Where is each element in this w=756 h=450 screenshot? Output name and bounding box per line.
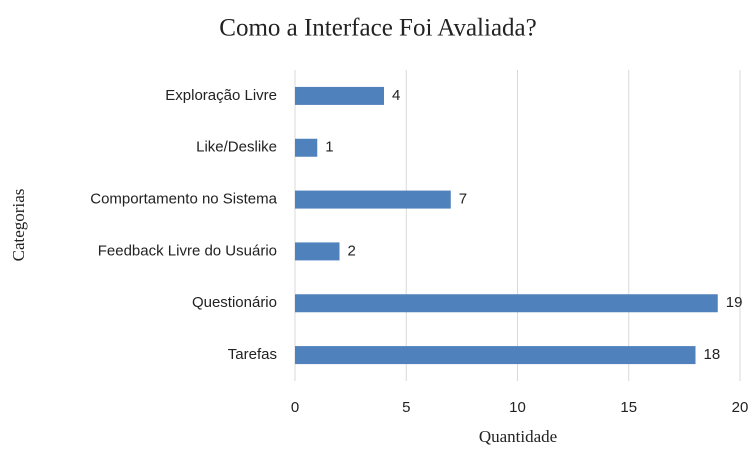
y-tick-label: Questionário [192, 294, 277, 311]
data-label: 4 [392, 87, 400, 104]
x-tick-label: 0 [291, 399, 299, 416]
bar [295, 138, 318, 157]
y-tick-label: Feedback Livre do Usuário [98, 242, 277, 259]
x-tick-label: 20 [732, 399, 749, 416]
bar [295, 346, 696, 365]
y-tick-label: Like/Deslike [196, 139, 277, 156]
x-tick-label: 15 [620, 399, 637, 416]
data-label: 7 [459, 191, 467, 208]
x-axis-title: Quantidade [479, 427, 557, 446]
bar [295, 242, 340, 261]
y-tick-label: Tarefas [228, 346, 277, 363]
bar [295, 294, 718, 313]
y-tick-label: Exploração Livre [165, 87, 277, 104]
y-axis-title: Categorias [9, 189, 28, 262]
data-label: 18 [704, 346, 721, 363]
bar [295, 86, 384, 105]
data-label: 2 [348, 242, 356, 259]
data-label: 19 [726, 294, 743, 311]
bar [295, 190, 451, 209]
data-label: 1 [325, 139, 333, 156]
y-tick-label: Comportamento no Sistema [90, 191, 277, 208]
chart-title: Como a Interface Foi Avaliada? [219, 15, 536, 42]
x-tick-label: 5 [402, 399, 410, 416]
x-tick-label: 10 [509, 399, 526, 416]
